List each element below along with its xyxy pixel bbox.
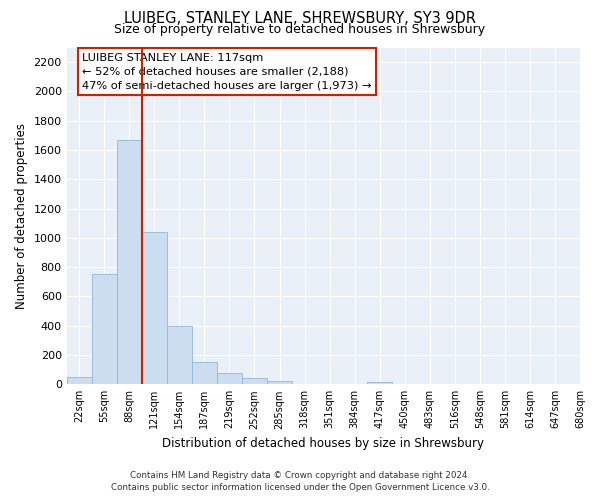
X-axis label: Distribution of detached houses by size in Shrewsbury: Distribution of detached houses by size … [163,437,484,450]
Text: LUIBEG, STANLEY LANE, SHREWSBURY, SY3 9DR: LUIBEG, STANLEY LANE, SHREWSBURY, SY3 9D… [124,11,476,26]
Bar [142,232,167,384]
Y-axis label: Number of detached properties: Number of detached properties [15,123,28,309]
Bar [167,326,192,384]
Bar [242,378,267,384]
Bar [67,377,92,384]
Bar [367,382,392,384]
Bar [192,362,217,384]
Bar [267,380,292,384]
Text: Contains HM Land Registry data © Crown copyright and database right 2024.
Contai: Contains HM Land Registry data © Crown c… [110,471,490,492]
Text: Size of property relative to detached houses in Shrewsbury: Size of property relative to detached ho… [115,22,485,36]
Text: LUIBEG STANLEY LANE: 117sqm
← 52% of detached houses are smaller (2,188)
47% of : LUIBEG STANLEY LANE: 117sqm ← 52% of det… [82,52,371,90]
Bar [92,274,117,384]
Bar [117,140,142,384]
Bar [217,372,242,384]
